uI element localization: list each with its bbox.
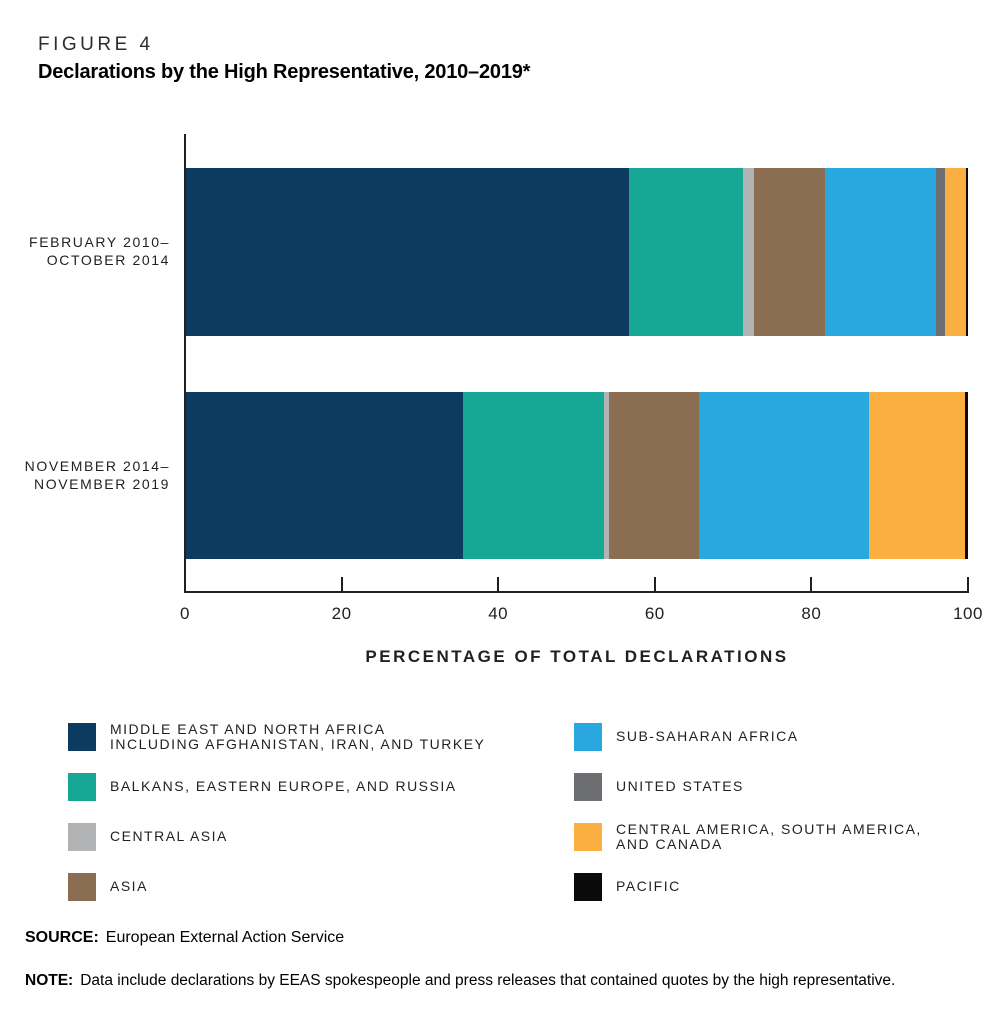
axis-tick-label: 0 [180,604,190,623]
bar-segment [186,168,630,336]
category-label-line: FEBRUARY 2010– [29,234,170,250]
legend-label: BALKANS, EASTERN EUROPE, AND RUSSIA [110,779,457,795]
legend-label: SUB-SAHARAN AFRICA [616,729,799,745]
category-label-line: NOVEMBER 2014– [24,458,170,474]
legend-label: ASIA [110,879,148,895]
legend-swatch [68,823,96,851]
figure-label: FIGURE 4 [38,34,154,55]
legend-label-line: UNITED STATES [616,778,744,795]
bar-segment [965,168,968,336]
legend-swatch [574,823,602,851]
figure-title: Declarations by the High Representative,… [38,61,531,83]
source-label: SOURCE: [25,929,99,946]
source-text: European External Action Service [105,929,345,946]
legend: MIDDLE EAST AND NORTH AFRICA INCLUDING AF… [0,720,1000,908]
bar-segment [754,168,825,336]
axis-tick [653,577,656,592]
legend-item: SUB-SAHARAN AFRICA [574,723,799,751]
note-label: NOTE: [25,972,74,989]
legend-label: CENTRAL AMERICA, SOUTH AMERICA, AND CANAD… [616,820,922,853]
note-line: NOTE: Data include declarations by EEAS s… [25,972,895,990]
legend-label-line: MIDDLE EAST AND NORTH AFRICA [110,720,386,737]
legend-label: CENTRAL ASIA [110,829,228,845]
bar-segment [629,168,743,336]
legend-item: PACIFIC [574,873,681,901]
bar-segment [935,168,946,336]
axis-tick-label: 80 [801,604,822,623]
stacked-bar-row [186,168,968,336]
bar-segment [824,168,936,336]
legend-item: CENTRAL AMERICA, SOUTH AMERICA, AND CANAD… [574,820,922,853]
legend-swatch [574,773,602,801]
axis-tick-label: 60 [644,604,665,623]
legend-label: UNITED STATES [616,779,744,795]
legend-swatch [68,773,96,801]
legend-item: MIDDLE EAST AND NORTH AFRICA INCLUDING AF… [68,720,486,753]
legend-label: MIDDLE EAST AND NORTH AFRICA INCLUDING AF… [110,720,486,753]
legend-label-line: CENTRAL AMERICA, SOUTH AMERICA, [616,820,922,837]
category-label-line: NOVEMBER 2019 [34,476,170,492]
bar-segment [945,168,966,336]
legend-item: BALKANS, EASTERN EUROPE, AND RUSSIA [68,773,457,801]
source-line: SOURCE: European External Action Service [25,929,344,947]
axis-tick-label: 100 [953,604,983,623]
axis-tick-label: 20 [331,604,352,623]
note-text: Data include declarations by EEAS spokes… [80,972,896,989]
legend-label-line: PACIFIC [616,878,681,895]
legend-swatch [574,873,602,901]
bar-segment [186,392,463,559]
bar-segment [698,392,870,559]
legend-item: ASIA [68,873,148,901]
x-axis-tick-labels: 0 20 40 60 80 100 [180,604,982,626]
legend-label: PACIFIC [616,879,681,895]
axis-tick [340,577,343,592]
x-axis-ticks [184,577,969,592]
category-label-line: OCTOBER 2014 [46,252,170,268]
bar-segment [869,392,965,559]
legend-label-line: BALKANS, EASTERN EUROPE, AND RUSSIA [110,778,457,795]
legend-item: UNITED STATES [574,773,744,801]
axis-tick-label: 40 [488,604,509,623]
x-axis-title: PERCENTAGE OF TOTAL DECLARATIONS [365,647,789,666]
legend-swatch [68,873,96,901]
bar-segment [462,392,604,559]
legend-swatch [574,723,602,751]
bar-segment [964,392,968,559]
x-axis-line [184,591,969,593]
category-label: FEBRUARY 2010– OCTOBER 2014 [0,233,170,269]
legend-label-line: SUB-SAHARAN AFRICA [616,728,799,745]
legend-label-line: AND CANADA [616,836,723,852]
bar-segment [742,168,755,336]
legend-label-line: CENTRAL ASIA [110,828,228,845]
axis-tick [497,577,500,592]
legend-label-line: ASIA [110,878,148,895]
axis-tick [810,577,813,592]
axis-tick [184,577,186,592]
category-label: NOVEMBER 2014– NOVEMBER 2019 [0,457,170,493]
bar-segment [609,392,699,559]
legend-swatch [68,723,96,751]
axis-tick [967,577,969,592]
stacked-bar-row [186,392,968,559]
legend-label-line: INCLUDING AFGHANISTAN, IRAN, AND TURKEY [110,736,486,752]
bar-segment [603,392,610,559]
y-axis-line [184,134,186,593]
legend-item: CENTRAL ASIA [68,823,228,851]
